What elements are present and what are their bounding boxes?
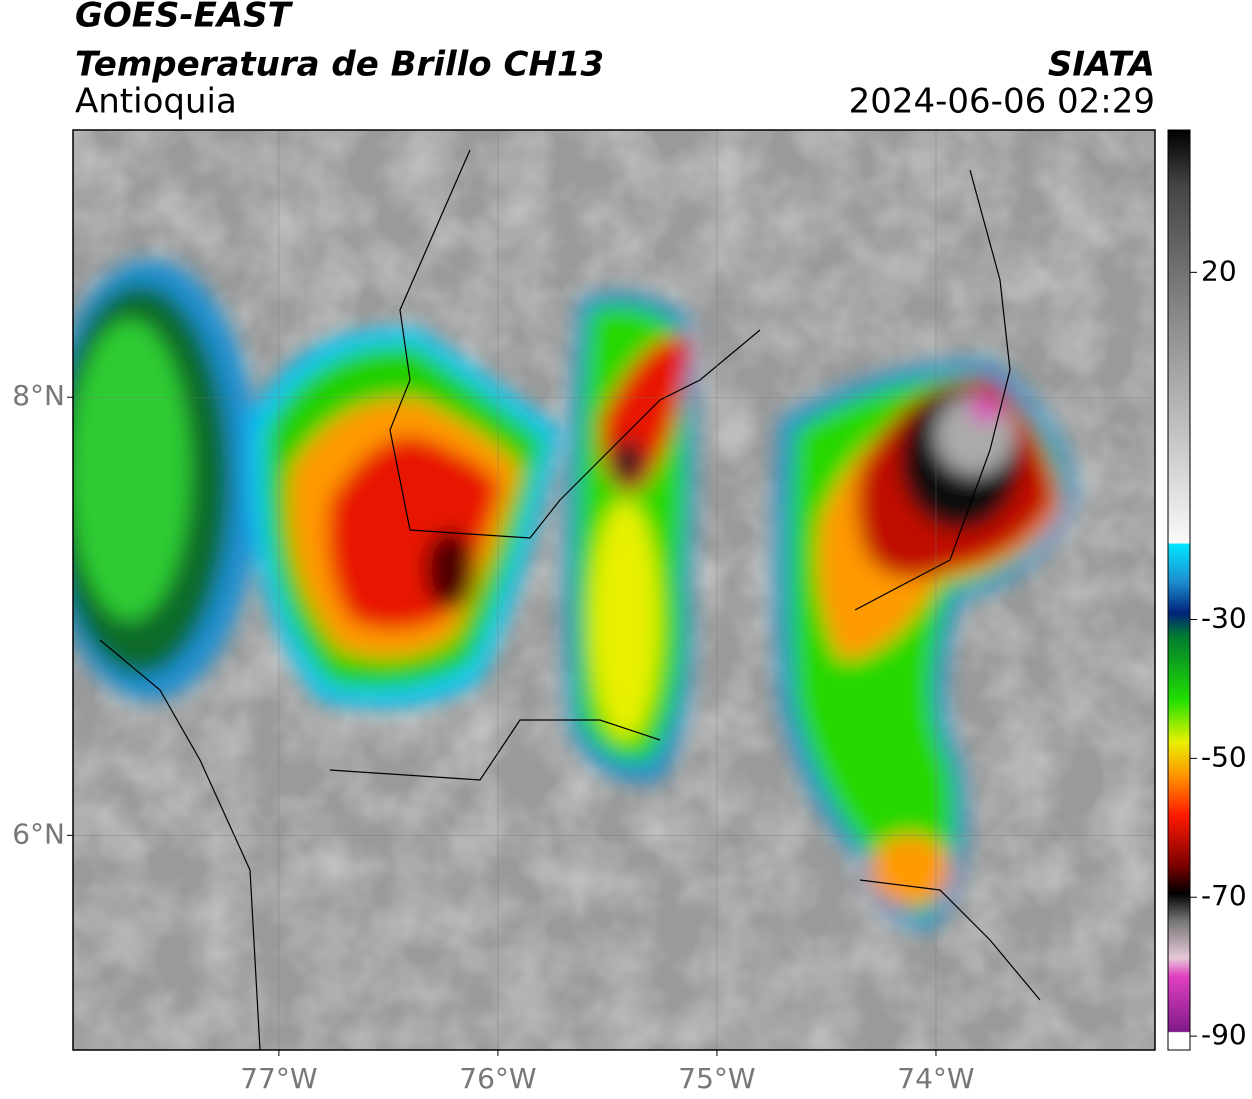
- x-tick-label: 75°W: [678, 1062, 755, 1095]
- colorbar-tick-label: -50: [1201, 740, 1247, 773]
- region: Antioquia: [75, 82, 237, 122]
- grid: [73, 130, 1155, 1050]
- y-tick-label: 6°N: [12, 817, 65, 850]
- x-tick-label: 74°W: [897, 1062, 974, 1095]
- x-tick-label: 77°W: [240, 1062, 317, 1095]
- y-tick-label: 8°N: [12, 379, 65, 412]
- source: SIATA: [1048, 45, 1155, 85]
- timestamp: 2024-06-06 02:29: [849, 82, 1155, 122]
- storm-west: [73, 260, 260, 700]
- colorbar-tick-label: -90: [1201, 1018, 1247, 1051]
- borders: [99, 149, 1041, 1050]
- colorbar: [1167, 129, 1191, 1051]
- title: GOES-EAST: [75, 0, 294, 36]
- storm-center-left: [248, 329, 560, 707]
- map-area: [73, 130, 1155, 1050]
- storms: [73, 260, 1075, 930]
- colorbar-tick-label: -30: [1201, 602, 1247, 635]
- storm-center: [564, 293, 695, 782]
- map-frame: [72, 129, 1156, 1051]
- colorbar-tick-label: 20: [1201, 254, 1237, 287]
- colorbar-tick-label: -70: [1201, 879, 1247, 912]
- subtitle: Temperatura de Brillo CH13: [75, 45, 604, 85]
- storm-east: [775, 360, 1075, 930]
- x-tick-label: 76°W: [459, 1062, 536, 1095]
